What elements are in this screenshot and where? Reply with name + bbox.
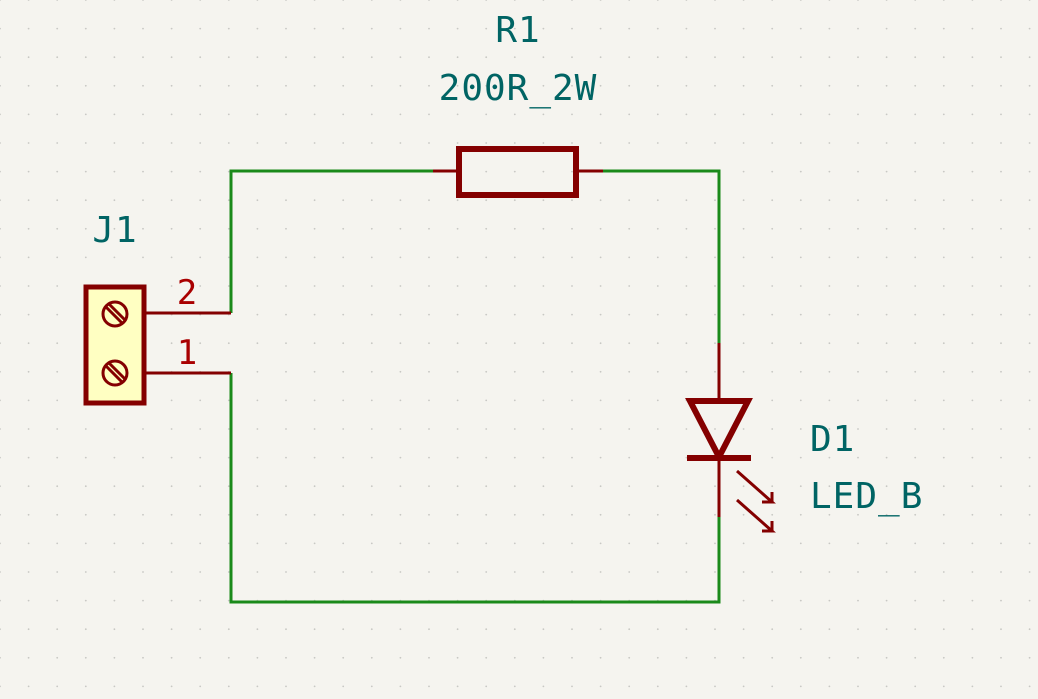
connector-j1-reference: J1 bbox=[92, 210, 137, 251]
led-d1-value: LED_B bbox=[810, 476, 923, 517]
wire-top-right[interactable] bbox=[603, 169, 721, 343]
led-d1-triangle bbox=[685, 398, 753, 464]
light-emission-arrows-icon bbox=[736, 469, 776, 533]
screw-terminal-icon bbox=[101, 300, 129, 328]
led-d1-reference: D1 bbox=[810, 419, 855, 460]
screw-terminal-icon bbox=[101, 359, 129, 387]
connector-j1[interactable]: 2 1 J1 bbox=[83, 210, 231, 406]
wire-top-left[interactable] bbox=[229, 169, 433, 313]
connector-j1-pin-1-number: 1 bbox=[177, 333, 197, 373]
led-d1[interactable]: D1 LED_B bbox=[685, 343, 923, 533]
resistor-r1[interactable]: R1 200R_2W bbox=[433, 10, 603, 198]
resistor-r1-value: 200R_2W bbox=[439, 68, 598, 109]
grid-dots bbox=[0, 0, 1031, 688]
resistor-r1-body bbox=[456, 146, 579, 198]
resistor-r1-reference: R1 bbox=[495, 10, 540, 51]
wires bbox=[229, 169, 721, 604]
connector-j1-pin-2-number: 2 bbox=[177, 273, 197, 313]
wire-bottom[interactable] bbox=[229, 373, 721, 604]
